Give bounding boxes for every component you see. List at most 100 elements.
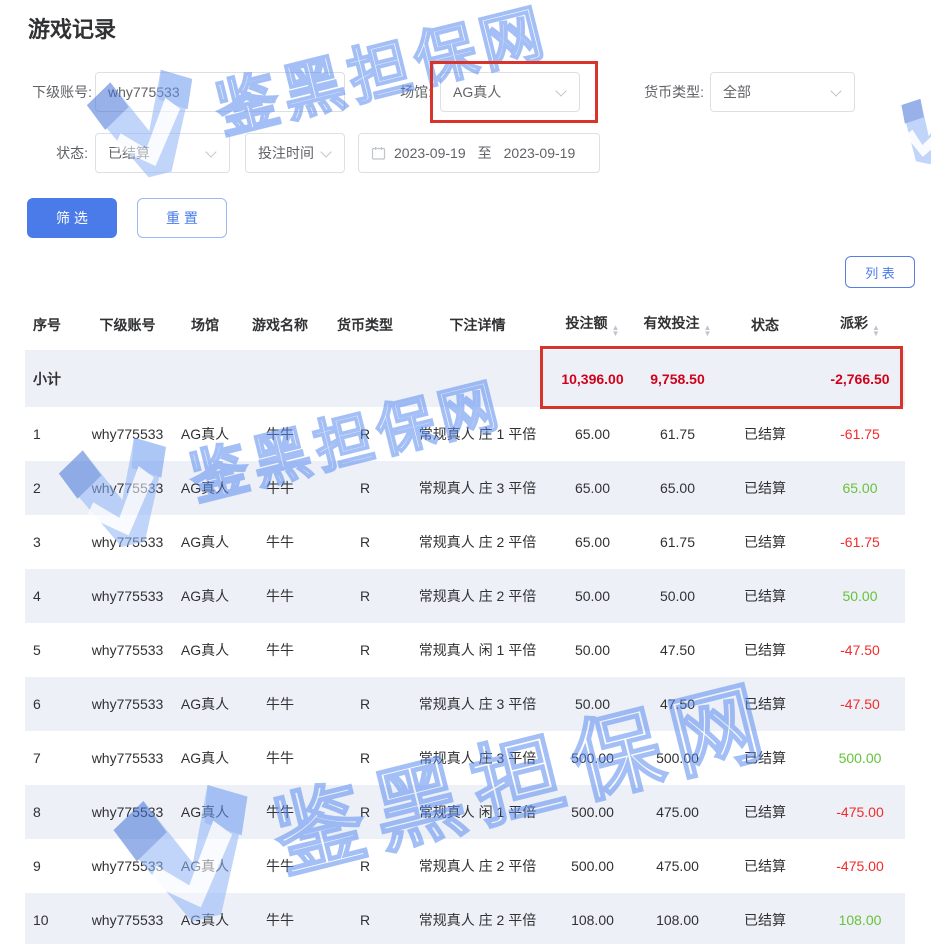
column-header-8: 状态	[715, 315, 815, 335]
cell-no: 4	[33, 588, 41, 604]
table-header-row: 序号 下级账号 场馆 游戏名称 货币类型 下注详情 投注额 ▲ ▼ 有效投注 ▲ ▼ 状态 派彩 ▲ ▼	[25, 300, 905, 350]
cell-currency: R	[359, 642, 371, 658]
status-select-value: 已结算	[108, 145, 150, 161]
cell-payout: -47.50	[840, 696, 880, 712]
cell-bet: 50.00	[574, 696, 611, 712]
cell-bet: 65.00	[574, 534, 611, 550]
subtotal-bet-amount: 10,396.00	[561, 370, 624, 387]
cell-no: 3	[33, 534, 41, 550]
cell-payout: 50.00	[842, 588, 878, 604]
column-header-1: 下级账号	[85, 315, 170, 335]
cell-currency: R	[359, 750, 371, 766]
currency-select[interactable]: 全部	[710, 72, 855, 112]
cell-venue: AG真人	[180, 426, 230, 442]
cell-status: 已结算	[744, 858, 786, 874]
venue-select-value: AG真人	[453, 84, 502, 100]
account-label: 下级账号:	[32, 84, 92, 100]
reset-button[interactable]: 重 置	[137, 198, 227, 238]
subtotal-row: 小计 10,396.00 9,758.50 -2,766.50	[25, 350, 905, 407]
table-row: 4 why775533 AG真人 牛牛 R 常规真人 庄 2 平倍 50.00 50.00 已结…	[25, 569, 905, 623]
table-row: 2 why775533 AG真人 牛牛 R 常规真人 庄 3 平倍 65.00 65.00 已结…	[25, 461, 905, 515]
subtotal-valid-bet: 9,758.50	[650, 370, 705, 387]
cell-bet: 500.00	[571, 858, 614, 874]
cell-payout: 108.00	[838, 912, 882, 928]
cell-venue: AG真人	[180, 480, 230, 496]
cell-detail: 常规真人 庄 2 平倍	[418, 588, 537, 604]
cell-no: 8	[33, 804, 41, 820]
cell-account: why775533	[91, 480, 164, 496]
cell-game: 牛牛	[266, 804, 294, 820]
cell-account: why775533	[91, 804, 164, 820]
sort-icon[interactable]: ▲ ▼	[872, 323, 880, 338]
cell-currency: R	[359, 534, 371, 550]
cell-account: why775533	[91, 426, 164, 442]
cell-valid: 500.00	[656, 750, 699, 766]
cell-game: 牛牛	[266, 696, 294, 712]
date-range-picker[interactable]: 2023-09-19 至 2023-09-19	[358, 133, 600, 173]
cell-venue: AG真人	[180, 642, 230, 658]
time-type-select[interactable]: 投注时间	[245, 133, 345, 173]
status-label: 状态:	[56, 145, 88, 161]
cell-valid: 475.00	[656, 858, 699, 874]
cell-currency: R	[359, 480, 371, 496]
cell-venue: AG真人	[180, 588, 230, 604]
column-header-label: 下注详情	[449, 317, 506, 333]
cell-account: why775533	[91, 534, 164, 550]
table-row: 7 why775533 AG真人 牛牛 R 常规真人 庄 3 平倍 500.00 500.00…	[25, 731, 905, 785]
cell-game: 牛牛	[266, 912, 294, 928]
column-header-label: 派彩	[840, 315, 869, 331]
cell-no: 7	[33, 750, 41, 766]
cell-payout: -475.00	[836, 804, 884, 820]
cell-status: 已结算	[744, 804, 786, 820]
column-header-5: 下注详情	[410, 315, 545, 335]
status-select[interactable]: 已结算	[95, 133, 230, 173]
venue-select[interactable]: AG真人	[440, 72, 580, 112]
chevron-down-icon	[205, 146, 217, 158]
table-row: 1 why775533 AG真人 牛牛 R 常规真人 庄 1 平倍 65.00 61.75 已结…	[25, 407, 905, 461]
records-table: 序号 下级账号 场馆 游戏名称 货币类型 下注详情 投注额 ▲ ▼ 有效投注 ▲ ▼ 状态 派彩 ▲ ▼ 小计…	[25, 300, 905, 944]
table-row: 9 why775533 AG真人 牛牛 R 常规真人 庄 2 平倍 500.00 475.00…	[25, 839, 905, 893]
sort-icon[interactable]: ▲ ▼	[611, 323, 620, 338]
cell-detail: 常规真人 庄 3 平倍	[418, 480, 537, 496]
table-body: 1 why775533 AG真人 牛牛 R 常规真人 庄 1 平倍 65.00 61.75 已结…	[25, 407, 905, 944]
cell-bet: 65.00	[574, 480, 611, 496]
calendar-icon	[371, 146, 386, 161]
cell-detail: 常规真人 庄 2 平倍	[418, 534, 537, 550]
sort-icon[interactable]: ▲ ▼	[703, 323, 712, 338]
cell-venue: AG真人	[180, 750, 230, 766]
column-header-label: 投注额	[565, 315, 608, 331]
cell-status: 已结算	[744, 750, 786, 766]
cell-no: 6	[33, 696, 41, 712]
cell-no: 5	[33, 642, 41, 658]
cell-venue: AG真人	[180, 534, 230, 550]
cell-bet: 500.00	[571, 750, 614, 766]
column-header-9[interactable]: 派彩 ▲ ▼	[815, 313, 905, 337]
cell-payout: 500.00	[838, 750, 882, 766]
cell-no: 9	[33, 858, 41, 874]
cell-status: 已结算	[744, 588, 786, 604]
cell-status: 已结算	[744, 696, 786, 712]
cell-payout: 65.00	[842, 480, 878, 496]
column-header-label: 状态	[751, 317, 779, 333]
column-header-6[interactable]: 投注额 ▲ ▼	[545, 313, 640, 337]
currency-label: 货币类型:	[644, 84, 704, 100]
subtotal-payout: -2,766.50	[830, 370, 890, 387]
filter-button[interactable]: 筛 选	[27, 198, 117, 238]
cell-account: why775533	[91, 696, 164, 712]
cell-no: 2	[33, 480, 41, 496]
cell-account: why775533	[91, 858, 164, 874]
table-row: 10 why775533 AG真人 牛牛 R 常规真人 庄 2 平倍 108.00 108.0…	[25, 893, 905, 944]
chevron-down-icon	[555, 85, 567, 97]
cell-detail: 常规真人 庄 2 平倍	[418, 858, 537, 874]
cell-game: 牛牛	[266, 750, 294, 766]
column-header-7[interactable]: 有效投注 ▲ ▼	[640, 313, 715, 337]
account-input[interactable]: why775533	[95, 72, 345, 112]
list-view-button[interactable]: 列 表	[845, 256, 915, 288]
column-header-label: 序号	[33, 317, 61, 333]
cell-valid: 47.50	[659, 696, 696, 712]
cell-account: why775533	[91, 912, 164, 928]
table-row: 5 why775533 AG真人 牛牛 R 常规真人 闲 1 平倍 50.00 47.50 已结…	[25, 623, 905, 677]
cell-valid: 61.75	[659, 534, 696, 550]
cell-venue: AG真人	[180, 858, 230, 874]
cell-detail: 常规真人 庄 3 平倍	[418, 750, 537, 766]
